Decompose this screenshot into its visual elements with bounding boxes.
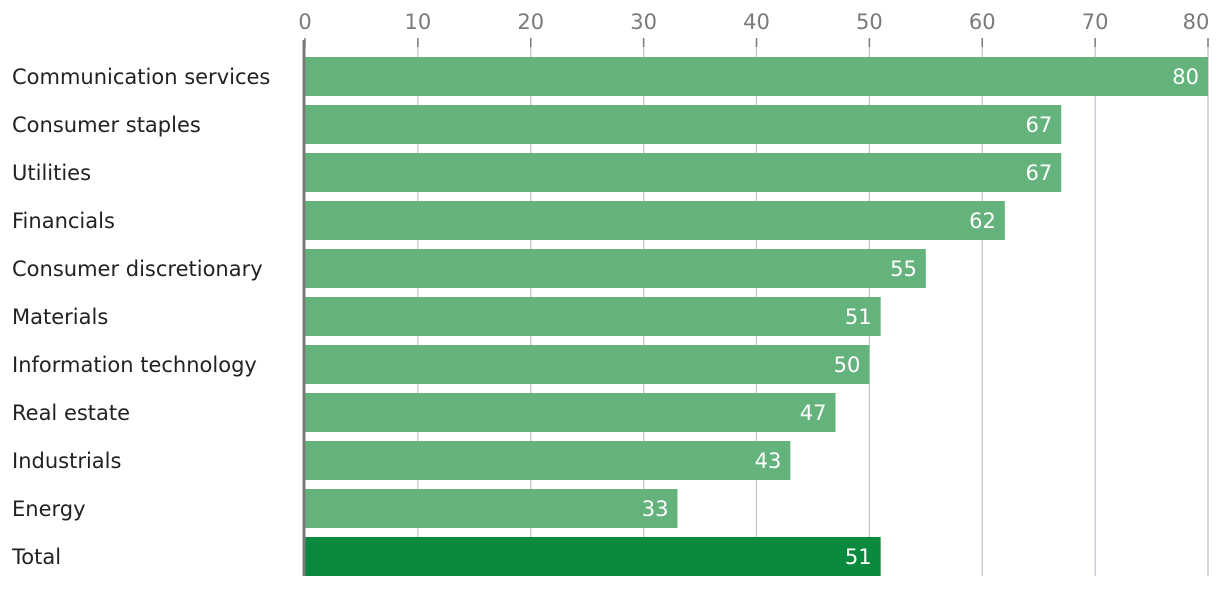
value-label: 47 [800, 401, 827, 425]
category-labels: Communication services Consumer staples Ut… [11, 65, 270, 569]
x-tick-label: 20 [517, 10, 544, 34]
bar [305, 105, 1062, 144]
x-tick-label: 10 [405, 10, 432, 34]
value-label: 55 [890, 257, 917, 281]
category-label: Information technology [12, 353, 257, 377]
value-label: 62 [969, 209, 996, 233]
category-label: Real estate [12, 401, 130, 425]
value-labels: 80 67 67 62 55 51 50 47 43 33 51 [642, 65, 1199, 569]
bar [305, 489, 678, 528]
bar [305, 393, 836, 432]
category-label: Energy [12, 497, 86, 521]
category-label: Industrials [12, 449, 121, 473]
category-label: Consumer staples [12, 113, 201, 137]
value-label: 80 [1172, 65, 1199, 89]
value-label: 51 [845, 545, 872, 569]
category-label: Utilities [12, 161, 91, 185]
bar [305, 201, 1005, 240]
bar [305, 537, 881, 576]
bar [305, 441, 791, 480]
x-tick-label: 60 [969, 10, 996, 34]
value-label: 67 [1026, 161, 1053, 185]
x-tick-label: 40 [743, 10, 770, 34]
bar [305, 57, 1208, 96]
bar [305, 153, 1062, 192]
value-label: 33 [642, 497, 669, 521]
category-label: Total [11, 545, 61, 569]
bar [305, 297, 881, 336]
x-axis: 0 10 20 30 40 50 60 70 80 [298, 10, 1209, 47]
bar [305, 249, 926, 288]
value-label: 67 [1026, 113, 1053, 137]
value-label: 43 [755, 449, 782, 473]
bars [305, 57, 1208, 576]
bar [305, 345, 870, 384]
x-tick-label: 80 [1183, 10, 1210, 34]
category-label: Financials [12, 209, 115, 233]
x-tick-label: 30 [630, 10, 657, 34]
category-label: Materials [12, 305, 108, 329]
x-tick-label: 0 [298, 10, 311, 34]
value-label: 51 [845, 305, 872, 329]
value-label: 50 [834, 353, 861, 377]
category-label: Communication services [12, 65, 270, 89]
x-tick-label: 50 [856, 10, 883, 34]
category-label: Consumer discretionary [12, 257, 263, 281]
x-tick-label: 70 [1082, 10, 1109, 34]
